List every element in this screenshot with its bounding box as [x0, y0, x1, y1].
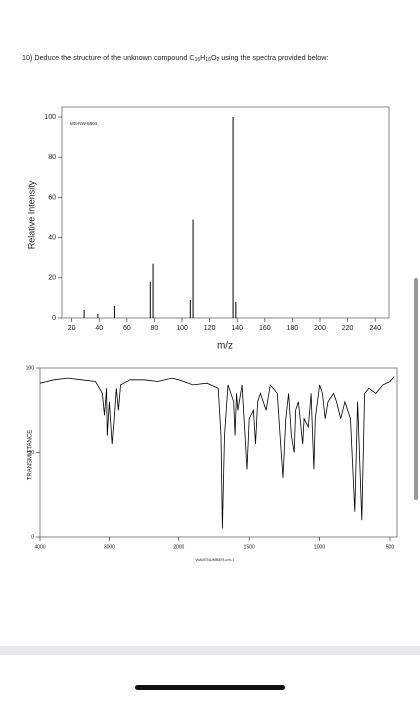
- plot-frame: [61, 106, 390, 319]
- x-tick-label: 500: [386, 544, 395, 550]
- x-tick-label: 240: [369, 325, 381, 332]
- question-text: O: [211, 53, 217, 62]
- y-tick-label: 100: [44, 114, 56, 121]
- x-tick-label: 220: [342, 325, 354, 332]
- x-tick-label: 1000: [314, 544, 325, 550]
- question-text: 10) Deduce the structure of the unknown …: [22, 53, 195, 62]
- y-tick-label: 40: [48, 234, 56, 241]
- x-tick-label: 200: [314, 325, 326, 332]
- question: 10) Deduce the structure of the unknown …: [22, 53, 328, 63]
- x-axis-label: WAVENUMBER-cm-1: [196, 557, 236, 562]
- y-tick-label: 50: [28, 450, 34, 456]
- x-tick-label: 40: [95, 325, 103, 332]
- y-tick-label: 60: [48, 194, 56, 201]
- x-tick-label: 80: [151, 325, 159, 332]
- y-tick-label: 80: [48, 154, 56, 161]
- question-text: H: [200, 53, 205, 62]
- subscript: 16: [195, 57, 201, 63]
- spectrum-line: [39, 376, 395, 529]
- subscript: 16: [205, 57, 211, 63]
- x-axis-label: m/z: [217, 341, 233, 352]
- annotation: MS-NW-6803: [70, 121, 98, 126]
- x-tick-label: 140: [231, 325, 243, 332]
- y-tick-label: 20: [48, 275, 56, 282]
- y-axis-label: Relative Intensity: [26, 180, 36, 249]
- x-tick-label: 120: [204, 325, 216, 332]
- y-tick-label: 0: [31, 534, 34, 540]
- x-tick-label: 160: [259, 325, 271, 332]
- question-text: using the spectra provided below:: [219, 53, 328, 62]
- subscript: 2: [217, 57, 220, 63]
- x-tick-label: 1500: [244, 544, 255, 550]
- x-tick-label: 4000: [34, 544, 45, 550]
- y-tick-label: 100: [26, 365, 35, 371]
- y-tick-label: 0: [52, 315, 56, 322]
- x-tick-label: 3000: [104, 544, 115, 550]
- x-tick-label: 2000: [173, 544, 184, 550]
- x-tick-label: 60: [123, 325, 131, 332]
- scrollbar: [414, 278, 418, 500]
- x-tick-label: 180: [287, 325, 299, 332]
- home-indicator: [135, 685, 285, 690]
- x-tick-label: 20: [68, 325, 76, 332]
- y-axis-label: TRANSMITTANCE: [28, 430, 34, 481]
- x-tick-label: 100: [176, 325, 188, 332]
- divider: [0, 646, 420, 655]
